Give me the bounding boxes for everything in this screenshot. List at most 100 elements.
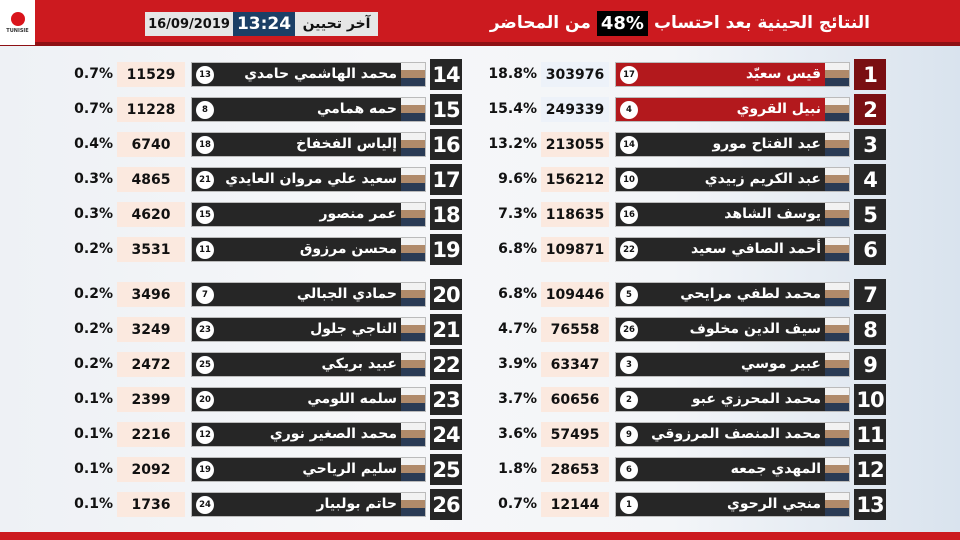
ballot-number: 19 [196,460,214,479]
rank-number: 10 [854,384,886,415]
update-label: آخر تحيين [295,12,378,36]
vote-count: 118635 [541,202,609,227]
candidate-photo [401,168,425,191]
vote-count: 11228 [117,97,185,122]
candidate-name: منجي الرحوي [727,496,821,512]
vote-percent: 0.4% [74,136,113,152]
vote-percent: 0.2% [74,286,113,302]
ballot-number: 20 [196,390,214,409]
candidate-row: 0.4% 6740 18 إلياس الفخفاخ 16 [58,129,468,160]
candidate-photo [401,423,425,446]
candidate-name: سعيد علي مروان العايدي [225,171,397,187]
vote-count: 2216 [117,422,185,447]
candidate-photo [825,98,849,121]
ballot-number: 17 [620,65,638,84]
rank-number: 4 [854,164,886,195]
vote-percent: 0.1% [74,391,113,407]
ballot-number: 4 [620,100,638,119]
candidate-row: 0.2% 3531 11 محسن مرزوق 19 [58,234,468,265]
rank-number: 18 [430,199,462,230]
vote-count: 57495 [541,422,609,447]
candidate-photo [825,493,849,516]
candidate-photo [401,388,425,411]
rank-number: 15 [430,94,462,125]
candidate-photo [401,203,425,226]
candidate-name-bar: 17 قيس سعيّد [615,62,850,87]
vote-count: 63347 [541,352,609,377]
title-before: النتائج الحينية بعد احتساب [653,13,870,33]
vote-count: 3531 [117,237,185,262]
candidate-photo [825,203,849,226]
candidate-name-bar: 9 محمد المنصف المرزوقي [615,422,850,447]
vote-count: 2472 [117,352,185,377]
rank-number: 20 [430,279,462,310]
candidate-name-bar: 21 سعيد علي مروان العايدي [191,167,426,192]
candidate-photo [825,133,849,156]
vote-count: 303976 [541,62,609,87]
candidate-row: 6.8% 109871 22 أحمد الصافي سعيد 6 [482,234,892,265]
candidate-photo [401,353,425,376]
rank-number: 1 [854,59,886,90]
footer-bar [0,532,960,540]
ballot-number: 22 [620,240,638,259]
candidate-name: عبد الفتاح مورو [712,136,821,152]
rank-number: 17 [430,164,462,195]
candidate-row: 0.3% 4620 15 عمر منصور 18 [58,199,468,230]
page-title: النتائج الحينية بعد احتساب 48% من المحاض… [490,6,870,40]
ballot-number: 5 [620,285,638,304]
candidate-name-bar: 10 عبد الكريم زبيدي [615,167,850,192]
rank-number: 3 [854,129,886,160]
vote-count: 76558 [541,317,609,342]
candidate-name: محمد الهاشمي حامدي [244,66,397,82]
candidate-row: 13.2% 213055 14 عبد الفتاح مورو 3 [482,129,892,160]
ballot-number: 9 [620,425,638,444]
candidate-name: يوسف الشاهد [724,206,821,222]
rank-number: 6 [854,234,886,265]
candidate-name: عبد الكريم زبيدي [704,171,821,187]
ballot-number: 1 [620,495,638,514]
candidate-row: 0.1% 2216 12 محمد الصغير نوري 24 [58,419,468,450]
candidate-name: عبير موسي [741,356,821,372]
vote-percent: 0.2% [74,321,113,337]
candidate-name: سلمه اللومي [307,391,397,407]
candidate-name-bar: 14 عبد الفتاح مورو [615,132,850,157]
candidate-name: سيف الدين مخلوف [689,321,822,337]
rank-number: 23 [430,384,462,415]
rank-number: 9 [854,349,886,380]
ballot-number: 13 [196,65,214,84]
candidate-name: عمر منصور [319,206,397,222]
candidate-row: 0.2% 2472 25 عبيد بريكي 22 [58,349,468,380]
rank-number: 5 [854,199,886,230]
ballot-number: 11 [196,240,214,259]
candidate-row: 0.7% 11529 13 محمد الهاشمي حامدي 14 [58,59,468,90]
vote-percent: 0.7% [498,496,537,512]
candidate-name-bar: 20 سلمه اللومي [191,387,426,412]
candidate-row: 3.9% 63347 3 عبير موسي 9 [482,349,892,380]
candidate-row: 6.8% 109446 5 محمد لطفي مرايحي 7 [482,279,892,310]
vote-percent: 0.3% [74,171,113,187]
rank-number: 14 [430,59,462,90]
rank-number: 8 [854,314,886,345]
candidate-name: محمد المنصف المرزوقي [651,426,821,442]
candidate-name-bar: 12 محمد الصغير نوري [191,422,426,447]
candidate-name-bar: 6 المهدي جمعه [615,457,850,482]
vote-percent: 7.3% [498,206,537,222]
candidate-photo [401,133,425,156]
candidate-name-bar: 16 يوسف الشاهد [615,202,850,227]
candidate-name-bar: 1 منجي الرحوي [615,492,850,517]
candidate-name: حاتم بولبيار [316,496,398,512]
candidate-photo [825,168,849,191]
ballot-number: 7 [196,285,214,304]
ballot-number: 14 [620,135,638,154]
candidate-photo [401,458,425,481]
candidate-row: 3.6% 57495 9 محمد المنصف المرزوقي 11 [482,419,892,450]
ballot-number: 24 [196,495,214,514]
candidate-row: 0.3% 4865 21 سعيد علي مروان العايدي 17 [58,164,468,195]
rank-number: 22 [430,349,462,380]
ballot-number: 10 [620,170,638,189]
rank-number: 12 [854,454,886,485]
candidate-name: المهدي جمعه [730,461,822,477]
ballot-number: 2 [620,390,638,409]
candidate-name: حمه همامي [316,101,397,117]
vote-count: 156212 [541,167,609,192]
